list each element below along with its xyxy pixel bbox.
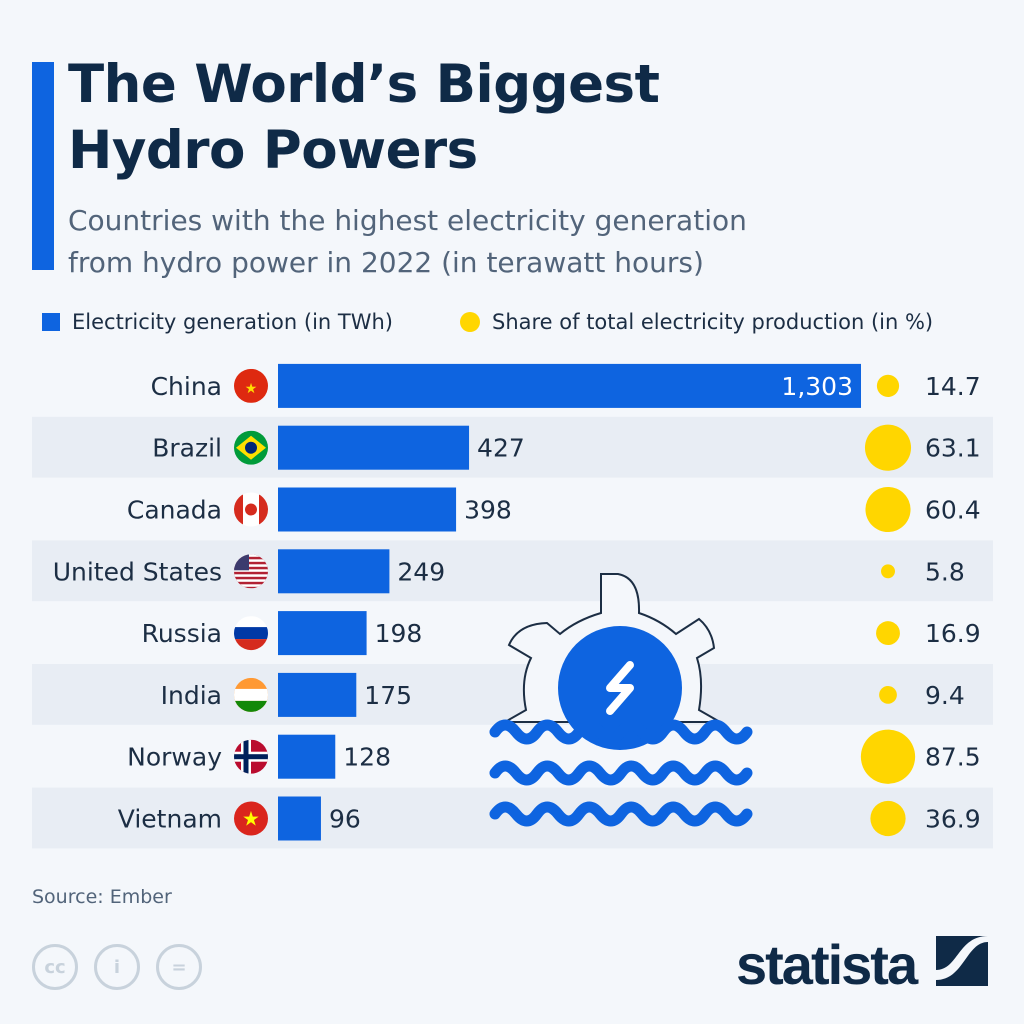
flag-stripe [234,554,268,557]
water-wave-icon [489,801,753,827]
flag-stripe [234,627,268,640]
subtitle: Countries with the highest electricity g… [68,200,747,284]
legend-square-icon [42,313,60,331]
row-background [32,540,993,602]
maple-leaf [245,503,257,516]
india-flag-icon [234,677,268,712]
bar [278,549,390,594]
legend-share-label: Share of total electricity production (i… [492,310,934,334]
flag-globe [245,441,257,454]
legend-generation-label: Electricity generation (in TWh) [72,310,393,334]
bar [278,672,357,717]
share-dot [876,374,900,398]
category-label: India [161,681,222,710]
legend-dot-icon [460,312,480,332]
flag-stripe [234,700,268,712]
row-background [32,416,993,478]
flag-cross [243,739,249,774]
flag-star: ★ [245,381,258,397]
subtitle-line-2: from hydro power in 2022 (in terawatt ho… [68,246,704,279]
bar [278,734,336,779]
flag-stripe [234,559,268,562]
no-derivatives-icon: = [156,944,202,990]
russia-flag-icon [234,616,268,651]
norway-flag-icon [234,739,268,774]
attribution-icon: i [94,944,140,990]
legend-generation: Electricity generation (in TWh) [42,310,393,334]
cc-license-icon: cc [32,944,78,990]
flag-stripe [234,579,268,582]
bar-value-label: 249 [397,557,445,586]
share-value-label: 60.4 [925,496,981,525]
source-note: Source: Ember [32,886,172,908]
share-value-label: 87.5 [925,743,981,772]
category-label: Brazil [152,434,222,463]
brazil-flag-icon [234,430,268,465]
share-dot [879,686,897,704]
vietnam-flag-icon [234,801,268,836]
bar [278,487,457,532]
category-label: Norway [127,743,222,772]
flag-stripe [234,639,268,651]
hydro-power-icon [489,573,753,827]
share-value-label: 14.7 [925,372,981,401]
flag-stripe [234,688,268,701]
share-dot [881,564,895,579]
flag-stripe [234,569,268,572]
bar-value-label: 128 [343,743,391,772]
share-dot [860,729,916,784]
bar-value-label: 427 [477,434,525,463]
category-label: Canada [127,496,222,525]
flag-cross [234,754,268,760]
logo-text: statista [736,933,918,996]
share-dot [865,486,911,533]
legend-share: Share of total electricity production (i… [460,310,933,334]
title-line-2: Hydro Powers [68,120,478,181]
bar-value-label: 198 [375,619,423,648]
category-label: United States [53,557,222,586]
bar [278,796,321,841]
bar-value-label: 1,303 [781,372,853,401]
share-dot [864,424,912,471]
row-background [32,664,993,725]
bar [278,363,861,408]
lightning-icon [606,661,634,715]
bar [278,611,367,656]
statista-logo: statista [736,932,988,997]
flag-star: ★ [242,807,260,831]
flag-stripe [234,492,243,527]
share-value-label: 9.4 [925,681,965,710]
china-flag-icon [234,368,268,403]
flag-stripe [234,564,268,567]
page-title: The World’s Biggest Hydro Powers [68,52,660,184]
flag-stripe [234,584,268,587]
share-value-label: 16.9 [925,619,981,648]
category-label: China [151,372,222,401]
water-wave-icon [489,760,753,786]
title-line-1: The World’s Biggest [68,54,660,115]
flag-field [234,801,268,836]
flag-stripe [234,574,268,577]
share-value-label: 5.8 [925,557,965,586]
title-accent-bar [32,62,54,270]
category-label: Vietnam [118,805,222,834]
share-dot [876,621,900,646]
bar-value-label: 398 [464,496,512,525]
water-wave-icon [489,719,753,745]
flag-field [234,368,268,403]
share-value-label: 63.1 [925,434,981,463]
flag-stripe [259,492,268,527]
canada-flag-icon [234,492,268,527]
bar-value-label: 96 [329,805,361,834]
share-value-label: 36.9 [925,805,981,834]
bar-value-label: 175 [364,681,412,710]
statista-logo-mark [935,936,988,986]
category-label: Russia [142,619,222,648]
share-dot [870,800,906,837]
bar [278,425,470,470]
subtitle-line-1: Countries with the highest electricity g… [68,204,747,237]
usa-flag-icon [234,554,268,589]
